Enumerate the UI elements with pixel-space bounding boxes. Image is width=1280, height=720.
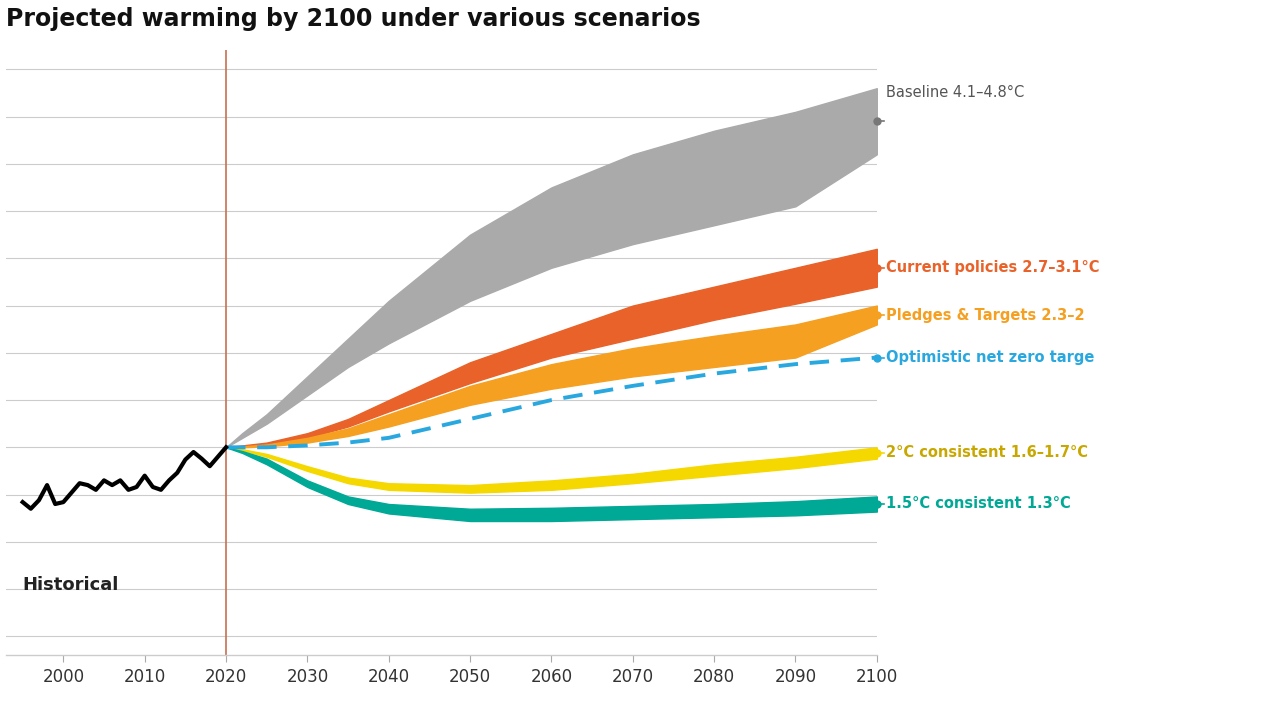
Text: Pledges & Targets 2.3–2: Pledges & Targets 2.3–2 [886,307,1084,323]
Text: Optimistic net zero targe: Optimistic net zero targe [886,350,1094,365]
Text: Baseline 4.1–4.8°C: Baseline 4.1–4.8°C [886,85,1024,100]
Text: 1.5°C consistent 1.3°C: 1.5°C consistent 1.3°C [886,497,1070,511]
Text: Projected warming by 2100 under various scenarios: Projected warming by 2100 under various … [6,7,701,31]
Text: Current policies 2.7–3.1°C: Current policies 2.7–3.1°C [886,260,1100,275]
Text: Historical: Historical [23,576,119,594]
Text: 2°C consistent 1.6–1.7°C: 2°C consistent 1.6–1.7°C [886,446,1088,461]
